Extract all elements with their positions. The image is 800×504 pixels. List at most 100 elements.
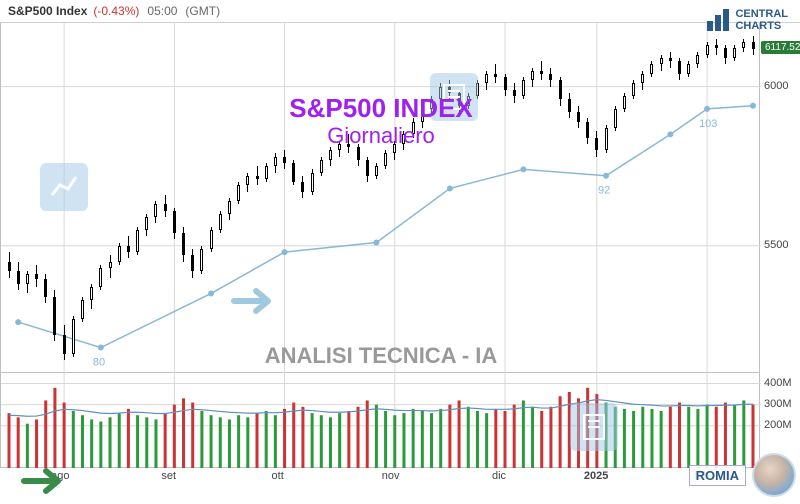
candle — [715, 39, 718, 55]
candle — [338, 141, 341, 157]
watermark-doc-icon — [430, 73, 478, 121]
candle — [706, 42, 709, 58]
candle — [393, 141, 396, 160]
candle — [595, 131, 598, 156]
logo-text-2: CHARTS — [735, 20, 788, 32]
timestamp: 05:00 — [147, 4, 177, 18]
candle — [494, 64, 497, 83]
timezone: (GMT) — [185, 4, 220, 18]
candle — [540, 61, 543, 80]
vol-y-tick-label: 300M — [764, 398, 792, 410]
candle — [145, 214, 148, 236]
candle — [568, 93, 571, 118]
candle — [292, 160, 295, 185]
svg-text:92: 92 — [598, 185, 610, 197]
candle — [669, 52, 672, 68]
candle — [696, 52, 699, 68]
svg-text:103: 103 — [699, 118, 717, 130]
candle — [109, 255, 112, 277]
candle — [136, 227, 139, 256]
candle — [8, 252, 11, 277]
price-chart[interactable]: 8092103 S&P500 INDEX Giornaliero ANALISI… — [0, 23, 760, 373]
candle — [421, 106, 424, 128]
candle — [237, 182, 240, 204]
candle — [412, 118, 415, 137]
candle — [531, 68, 534, 87]
logo-bars-icon — [707, 9, 729, 31]
candle — [402, 131, 405, 150]
svg-text:80: 80 — [93, 357, 105, 369]
candle — [549, 68, 552, 87]
y-tick-label: 6000 — [764, 80, 788, 92]
candle — [513, 83, 516, 102]
candle — [246, 173, 249, 192]
x-tick-label: set — [161, 470, 176, 482]
y-tick-label: 5500 — [764, 239, 788, 251]
price-change: (-0.43%) — [93, 4, 139, 18]
candle — [632, 80, 635, 99]
candle — [256, 166, 259, 185]
candle — [559, 77, 562, 106]
candle — [283, 150, 286, 169]
x-tick-label: 2025 — [584, 470, 608, 482]
watermark-chart-icon — [40, 163, 88, 211]
candle — [63, 325, 66, 360]
candle — [357, 144, 360, 166]
assistant-badge[interactable]: ROMIA — [689, 453, 796, 497]
candle — [173, 208, 176, 240]
candle — [329, 147, 332, 166]
candle — [650, 61, 653, 77]
candle — [366, 157, 369, 182]
candle — [752, 36, 755, 55]
candle — [311, 169, 314, 194]
chart-container: 8092103 S&P500 INDEX Giornaliero ANALISI… — [0, 23, 800, 501]
candle — [127, 236, 130, 258]
candle — [623, 93, 626, 112]
brand-logo: CENTRAL CHARTS — [707, 8, 788, 32]
current-price-badge: 6117.52 — [761, 41, 800, 54]
candle — [118, 243, 121, 265]
x-tick-label: dic — [492, 470, 506, 482]
candle — [26, 271, 29, 293]
candle — [90, 284, 93, 309]
candle — [687, 61, 690, 77]
watermark-arrow-icon — [20, 463, 70, 504]
x-tick-label: nov — [382, 470, 400, 482]
instrument-title: S&P500 Index — [8, 4, 87, 18]
candle — [586, 118, 589, 143]
candle — [182, 227, 185, 262]
candle — [219, 211, 222, 233]
volume-chart[interactable] — [0, 373, 760, 468]
candle — [504, 74, 507, 96]
candle — [678, 58, 681, 80]
candle — [641, 71, 644, 90]
candle — [191, 249, 194, 278]
candle — [485, 71, 488, 90]
candle — [301, 176, 304, 198]
candle — [375, 163, 378, 179]
chart-header: S&P500 Index (-0.43%) 05:00 (GMT) — [0, 0, 800, 23]
candle — [53, 290, 56, 341]
watermark-doc-icon — [570, 403, 618, 451]
vol-y-tick-label: 200M — [764, 419, 792, 431]
candle — [72, 316, 75, 357]
candle — [274, 153, 277, 172]
candle — [44, 274, 47, 303]
candle — [81, 297, 84, 322]
candle — [154, 201, 157, 223]
candle — [320, 157, 323, 176]
candle — [522, 77, 525, 99]
candle — [265, 163, 268, 182]
candle — [724, 45, 727, 64]
candle — [99, 265, 102, 290]
candle — [660, 55, 663, 71]
logo-text-1: CENTRAL — [735, 8, 788, 20]
time-x-axis: agosetottnovdic2025feb — [0, 468, 760, 488]
candle — [733, 45, 736, 61]
candle — [614, 106, 617, 131]
candle — [228, 198, 231, 220]
candle — [164, 195, 167, 217]
candle — [210, 227, 213, 252]
candle — [577, 106, 580, 128]
assistant-avatar-icon[interactable] — [752, 453, 796, 497]
